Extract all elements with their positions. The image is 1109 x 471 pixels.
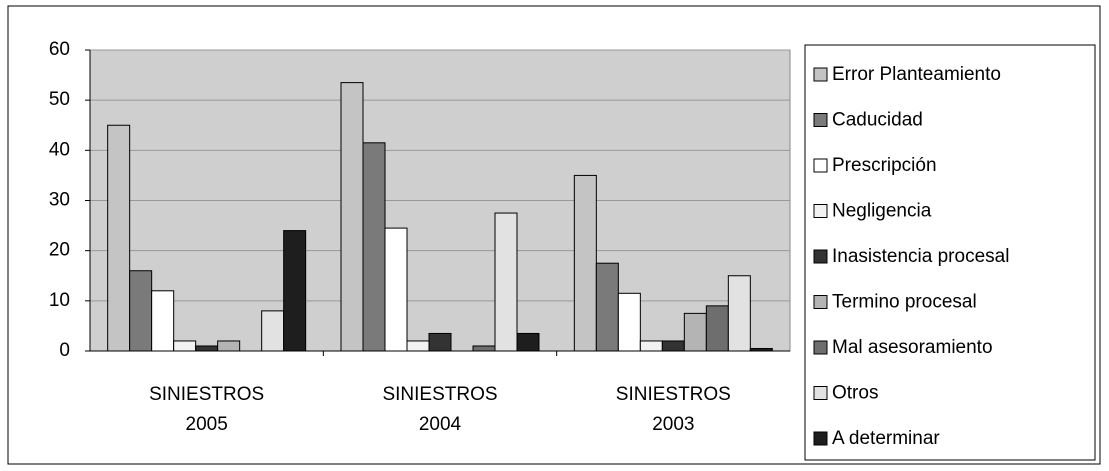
x-tick-label: SINIESTROS 2004: [382, 384, 498, 435]
legend-label: Termino procesal: [832, 292, 977, 313]
bar: [494, 212, 518, 352]
x-tick-label: SINIESTROS 2005: [149, 384, 265, 435]
bar: [727, 275, 751, 352]
y-tick-label: 0: [59, 340, 70, 361]
bar: [406, 340, 430, 352]
legend-swatch: [813, 431, 828, 446]
legend-swatch: [813, 249, 828, 264]
bar: [261, 310, 285, 352]
bar: [340, 82, 364, 352]
legend-label: Caducidad: [832, 110, 923, 131]
y-tick-label: 30: [49, 190, 70, 211]
legend-label: Prescripción: [832, 155, 937, 176]
legend-label: Negligencia: [832, 201, 932, 222]
x-tick-label: SINIESTROS 2003: [615, 384, 731, 435]
y-tick-label: 40: [49, 139, 70, 160]
legend-label: A determinar: [832, 428, 940, 449]
bar: [472, 345, 496, 352]
bar: [362, 142, 386, 352]
legend-swatch: [813, 386, 828, 400]
bar: [516, 332, 540, 352]
bar: [595, 262, 619, 352]
bar: [173, 340, 197, 352]
bar: [151, 290, 175, 352]
legend-label: Mal asesoramiento: [832, 337, 993, 358]
bar: [749, 347, 773, 352]
bar: [384, 227, 408, 352]
legend-label: Error Planteamiento: [832, 64, 1001, 85]
bar: [705, 305, 729, 352]
bar: [617, 292, 641, 352]
legend-swatch: [813, 295, 828, 309]
y-tick-label: 10: [49, 290, 70, 311]
legend-box: [804, 44, 1096, 461]
y-tick-label: 20: [49, 240, 70, 261]
bar: [661, 340, 685, 352]
legend-swatch: [813, 67, 828, 82]
bar: [217, 340, 241, 352]
legend-label: Inasistencia procesal: [832, 246, 1009, 267]
bar: [129, 270, 153, 352]
bar: [195, 345, 219, 352]
bar: [573, 174, 597, 352]
legend-label: Otros: [832, 383, 878, 404]
bar: [283, 230, 307, 352]
legend-swatch: [813, 340, 828, 355]
legend-swatch: [813, 158, 828, 173]
bar: [683, 312, 707, 352]
bar: [428, 332, 452, 352]
y-tick-label: 60: [49, 39, 70, 60]
legend-swatch: [813, 113, 828, 127]
bar: [639, 340, 663, 352]
bar: [107, 124, 131, 352]
y-tick-label: 50: [49, 89, 70, 110]
legend-swatch: [813, 204, 828, 218]
